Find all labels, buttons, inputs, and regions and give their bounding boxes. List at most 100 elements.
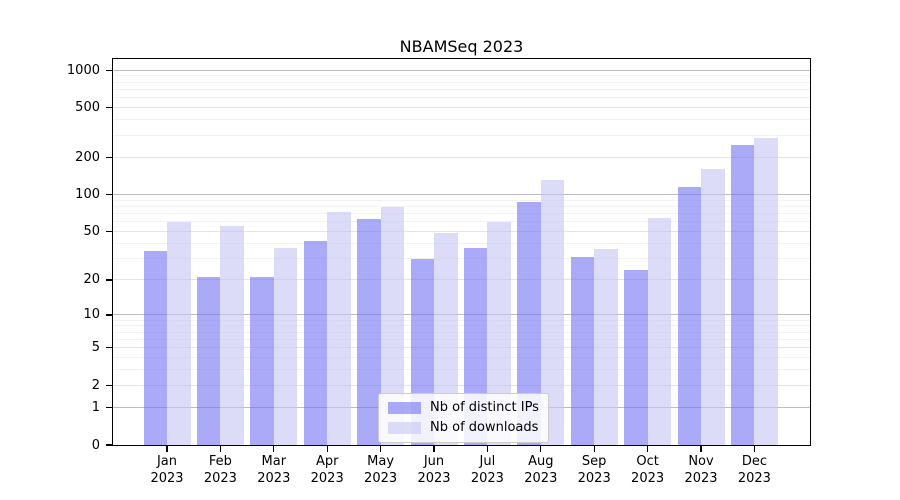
month-label: Feb — [208, 454, 232, 469]
gridline-y-major-1000 — [113, 69, 810, 71]
month-label: May — [367, 454, 395, 469]
year-label: 2023 — [257, 470, 291, 486]
gridline-y-minor-400 — [113, 119, 810, 121]
legend-entry-distinct-ips: Nb of distinct IPs — [388, 399, 539, 416]
plot-area — [113, 59, 810, 445]
x-tick-label-sep: Sep 2023 — [561, 454, 627, 487]
month-label: Aug — [528, 454, 554, 469]
bar-downloads-jul — [487, 221, 511, 445]
gridline-y-mid-500 — [113, 107, 810, 109]
x-tick-jan — [166, 446, 168, 452]
month-label: Sep — [581, 454, 607, 469]
gridline-y-mid-5 — [113, 347, 810, 349]
x-tick-oct — [646, 446, 649, 452]
gridline-y-minor-8 — [113, 325, 810, 327]
y-tick-1 — [106, 406, 113, 409]
y-tick-20 — [106, 279, 113, 281]
x-tick-dec — [753, 446, 756, 452]
x-tick-label-may: May 2023 — [348, 454, 414, 487]
gridline-y-mid-50 — [113, 231, 810, 233]
y-tick-2 — [106, 384, 113, 387]
gridline-y-minor-80 — [113, 206, 810, 208]
bar-distinct-ips-apr — [303, 240, 328, 445]
year-label: 2023 — [310, 470, 344, 486]
bar-downloads-jan — [167, 221, 191, 445]
month-label: Oct — [636, 454, 659, 469]
month-label: Apr — [315, 454, 339, 469]
y-tick-label-2: 2 — [91, 377, 100, 393]
gridline-y-major-100 — [113, 194, 810, 196]
gridline-y-minor-7 — [113, 331, 810, 333]
x-tick-label-jul: Jul 2023 — [454, 454, 520, 487]
x-tick-feb — [219, 446, 222, 452]
x-tick-label-feb: Feb 2023 — [187, 454, 253, 487]
gridline-y-minor-300 — [113, 134, 810, 136]
x-tick-mar — [273, 446, 275, 452]
y-tick-label-10: 10 — [83, 307, 100, 323]
x-tick-nov — [700, 446, 702, 452]
bar-downloads-nov — [701, 168, 725, 445]
x-tick-label-aug: Aug 2023 — [508, 454, 574, 487]
y-tick-label-100: 100 — [75, 187, 100, 203]
year-label: 2023 — [150, 470, 184, 486]
x-tick-sep — [593, 446, 595, 452]
bar-downloads-mar — [273, 247, 298, 445]
bar-downloads-apr — [327, 211, 351, 445]
x-tick-label-apr: Apr 2023 — [294, 454, 360, 487]
bar-distinct-ips-aug — [517, 201, 541, 445]
x-tick-apr — [326, 446, 328, 452]
bar-downloads-aug — [540, 180, 565, 445]
gridline-y-minor-4 — [113, 357, 810, 359]
y-tick-label-50: 50 — [83, 224, 100, 240]
gridline-y-minor-6 — [113, 338, 810, 340]
bar-downloads-jun — [434, 232, 458, 445]
x-tick-aug — [540, 446, 542, 452]
gridline-y-mid-2 — [113, 384, 810, 386]
gridline-y-mid-200 — [113, 156, 810, 158]
bar-distinct-ips-dec — [730, 145, 755, 445]
bar-downloads-may — [380, 207, 405, 445]
month-label: Mar — [261, 454, 287, 469]
y-tick-10 — [106, 314, 113, 316]
gridline-y-major-10 — [113, 314, 810, 316]
bar-distinct-ips-jan — [143, 250, 167, 445]
gridline-y-mid-20 — [113, 279, 810, 281]
legend-entry-downloads: Nb of downloads — [388, 419, 539, 436]
gridline-y-minor-9 — [113, 319, 810, 321]
month-label: Jan — [156, 454, 178, 469]
bar-downloads-feb — [220, 225, 244, 445]
x-tick-jun — [433, 446, 435, 452]
gridline-y-minor-90 — [113, 199, 810, 201]
year-label: 2023 — [524, 470, 558, 486]
year-label: 2023 — [684, 470, 718, 486]
month-label: Jun — [423, 454, 445, 469]
gridline-y-minor-800 — [113, 81, 810, 83]
y-tick-5 — [106, 347, 113, 349]
y-tick-label-1: 1 — [91, 399, 100, 415]
month-label: Nov — [688, 454, 714, 469]
y-tick-label-200: 200 — [75, 149, 100, 165]
gridline-y-minor-900 — [113, 75, 810, 77]
month-label: Dec — [741, 454, 767, 469]
month-label: Jul — [479, 454, 496, 469]
chart-title: NBAMSeq 2023 — [399, 37, 524, 56]
gridline-y-minor-700 — [113, 89, 810, 91]
year-label: 2023 — [203, 470, 237, 486]
y-tick-50 — [106, 231, 113, 233]
gridline-y-minor-40 — [113, 243, 810, 245]
year-label: 2023 — [631, 470, 665, 486]
bar-distinct-ips-nov — [677, 186, 701, 445]
legend-label-distinct-ips: Nb of distinct IPs — [430, 400, 539, 415]
legend-label-downloads: Nb of downloads — [430, 420, 539, 435]
y-tick-label-0: 0 — [91, 437, 100, 453]
x-tick-label-jun: Jun 2023 — [401, 454, 467, 487]
year-label: 2023 — [417, 470, 451, 486]
bar-distinct-ips-mar — [250, 277, 274, 445]
year-label: 2023 — [577, 470, 611, 486]
gridline-y-minor-60 — [113, 221, 810, 223]
y-tick-1000 — [106, 69, 113, 71]
y-tick-500 — [106, 107, 113, 109]
bar-distinct-ips-oct — [624, 270, 648, 445]
x-tick-label-jan: Jan 2023 — [134, 454, 200, 487]
